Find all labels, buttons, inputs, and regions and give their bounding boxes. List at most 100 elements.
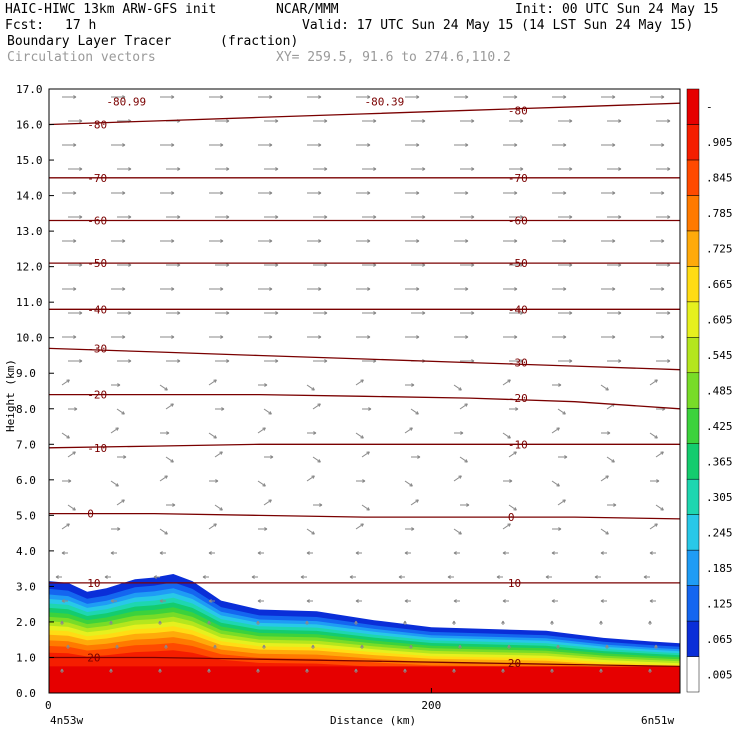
colorbar-segment: [686, 620, 700, 657]
vector-head: [164, 475, 168, 479]
vector-head: [416, 239, 420, 243]
vector-head: [605, 644, 609, 648]
vector-head: [569, 167, 573, 171]
vector-head: [79, 167, 83, 171]
vector-head: [360, 644, 364, 648]
vector-head: [452, 668, 456, 672]
init-time: Init: 00 UTC Sun 24 May 15: [515, 2, 719, 17]
vector-head: [563, 191, 567, 195]
vector-head: [605, 387, 609, 391]
y-tick-label: 16.0: [16, 119, 43, 132]
y-tick-label: 3.0: [16, 580, 36, 593]
vector-head: [264, 527, 268, 531]
vector-head: [520, 311, 524, 315]
vector-head: [453, 551, 457, 555]
vector-head: [514, 191, 518, 195]
circulation-vector: [208, 432, 217, 439]
vector-head: [513, 451, 517, 455]
contour-label: 10: [508, 577, 521, 590]
vector-head: [366, 451, 370, 455]
colorbar-label: .365: [706, 455, 733, 468]
vector-head: [72, 451, 76, 455]
vector-head: [73, 287, 77, 291]
vector-head: [219, 451, 223, 455]
vector-head: [79, 311, 83, 315]
circulation-vector: [502, 432, 511, 439]
field-name: Boundary Layer Tracer: [7, 34, 172, 49]
vector-head: [213, 435, 217, 439]
vector-head: [502, 599, 506, 603]
vector-head: [73, 191, 77, 195]
vector-head: [569, 263, 573, 267]
vector-head: [177, 167, 181, 171]
vector-head: [507, 379, 511, 383]
vector-head: [403, 620, 407, 624]
vector-head: [110, 551, 114, 555]
vector-head: [354, 620, 358, 624]
vector-head: [317, 403, 321, 407]
vector-head: [128, 359, 132, 363]
vector-head: [422, 263, 426, 267]
vector-head: [654, 379, 658, 383]
circulation-vector: [116, 408, 125, 415]
vector-head: [220, 239, 224, 243]
vector-head: [122, 95, 126, 99]
vector-head: [367, 335, 371, 339]
circulation-vector: [214, 504, 223, 511]
vector-head: [600, 599, 604, 603]
vector-head: [422, 167, 426, 171]
vector-head: [618, 215, 622, 219]
contour-label: -40: [87, 303, 107, 316]
circulation-vector: [557, 408, 566, 415]
vector-head: [471, 167, 475, 171]
circulation-vector: [649, 379, 658, 386]
contour-label: -80: [87, 119, 107, 132]
vector-head: [164, 387, 168, 391]
colorbar-label: .125: [706, 597, 733, 610]
vector-head: [109, 668, 113, 672]
vector-head: [122, 143, 126, 147]
vector-head: [416, 95, 420, 99]
vector-head: [654, 435, 658, 439]
colorbar-label: .545: [706, 349, 733, 362]
vector-head: [465, 143, 469, 147]
vector-head: [324, 119, 328, 123]
vector-head: [313, 431, 317, 435]
vector-head: [507, 435, 511, 439]
vector-head: [360, 379, 364, 383]
contour-label: -30: [508, 357, 528, 370]
circulation-vector: [655, 451, 664, 458]
vector-head: [122, 191, 126, 195]
circulation-vectors: [55, 95, 671, 673]
circulation-vector: [551, 480, 560, 487]
vector-head: [305, 668, 309, 672]
vector-head: [667, 359, 671, 363]
vector-head: [166, 431, 170, 435]
contour-line: [49, 512, 681, 520]
vector-head: [569, 119, 573, 123]
vector-head: [170, 459, 174, 463]
vector-head: [171, 239, 175, 243]
vector-head: [73, 335, 77, 339]
vector-head: [115, 483, 119, 487]
vector-head: [79, 263, 83, 267]
theta-contours: -80 -80 -70 -70 -60 -60 -50 -50 -40 -40 -30 -30 -20 -…: [48, 95, 681, 670]
colorbar-label: .725: [706, 243, 733, 256]
vector-head: [275, 263, 279, 267]
colorbar-label: .305: [706, 491, 733, 504]
circulation-vector: [355, 379, 364, 386]
tracer-band-core: [49, 666, 680, 693]
vector-head: [226, 167, 230, 171]
y-tick-label: 4.0: [16, 545, 36, 558]
circulation-vector: [214, 451, 223, 458]
vector-head: [66, 523, 70, 527]
vector-head: [269, 143, 273, 147]
vector-head: [128, 215, 132, 219]
colorbar-label: .785: [706, 207, 733, 220]
vector-head: [514, 335, 518, 339]
vector-head: [612, 239, 616, 243]
contour-label: 20: [87, 651, 100, 664]
vector-head: [319, 503, 323, 507]
vector-head: [520, 263, 524, 267]
colorbar-label: .605: [706, 314, 733, 327]
